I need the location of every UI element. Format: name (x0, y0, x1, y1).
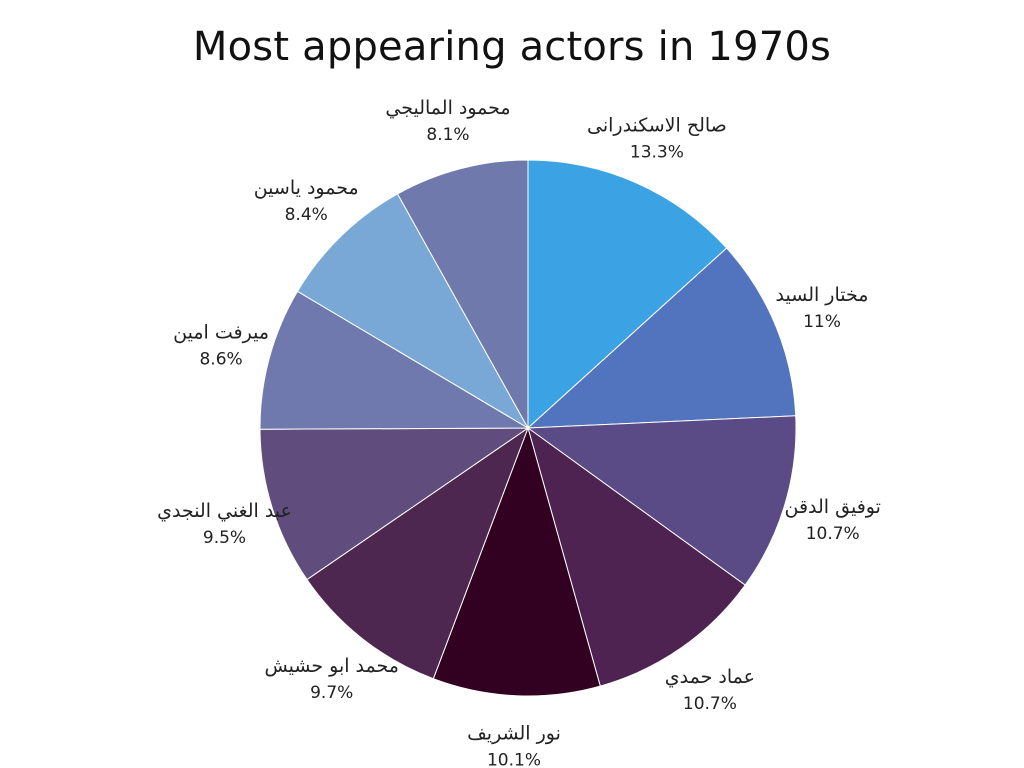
slice-percent-label: 10.7% (806, 524, 860, 544)
slice-percent-label: 10.7% (683, 694, 737, 714)
slice-percent-label: 8.6% (199, 350, 242, 370)
pie-labels: صالح الاسكندرانى 13.3% مختار السيد 11% توفيق… (157, 97, 881, 768)
slice-label: نور الشريف (467, 723, 561, 745)
slice-label: عماد حمدي (665, 666, 755, 688)
pie-slices (259, 159, 797, 697)
slice-label: محمد ابو حشيش (264, 655, 399, 677)
pie-slice (259, 427, 530, 581)
slice-label: محمود ياسين (254, 177, 359, 199)
slice-label: عبد الغني النجدي (157, 500, 292, 522)
chart-title: Most appearing actors in 1970s (192, 24, 832, 70)
slice-percent-label: 8.1% (426, 125, 469, 145)
slice-percent-label: 13.3% (630, 142, 684, 162)
slice-label: محمود المالیجي (385, 97, 510, 119)
slice-percent-label: 10.1% (487, 751, 541, 768)
slice-label: ميرفت امين (173, 322, 269, 344)
pie-slice (259, 290, 530, 430)
pie-slice (296, 193, 530, 430)
pie-slice (306, 426, 530, 680)
pie-slice (527, 159, 728, 430)
pie-slice (432, 426, 601, 697)
slice-percent-label: 11% (803, 312, 841, 332)
slice-label: مختار السيد (776, 284, 869, 306)
pie-slice (396, 159, 529, 430)
slice-label: صالح الاسكندرانى (587, 114, 727, 136)
pie-slice (526, 247, 797, 429)
pie-slice (526, 415, 797, 586)
slice-label: توفيق الدقن (784, 496, 880, 518)
slice-percent-label: 9.7% (310, 683, 353, 703)
slice-percent-label: 8.4% (285, 205, 328, 225)
slice-percent-label: 9.5% (203, 528, 246, 548)
